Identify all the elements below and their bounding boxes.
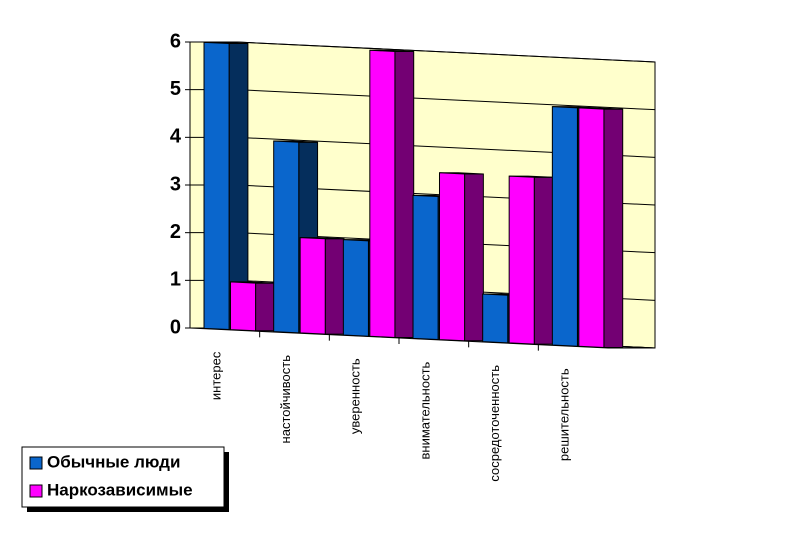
bar-front bbox=[369, 49, 396, 338]
bar-front bbox=[229, 281, 257, 332]
bar-front bbox=[578, 107, 605, 348]
y-tick-label: 0 bbox=[170, 316, 181, 338]
legend-label: Наркозависимые bbox=[47, 480, 193, 499]
legend-swatch bbox=[29, 484, 43, 498]
bar bbox=[438, 172, 484, 342]
bar-side bbox=[324, 238, 345, 335]
bar-front bbox=[551, 106, 578, 347]
bar bbox=[369, 49, 415, 338]
legend-label: Обычные люди bbox=[47, 452, 180, 471]
x-tick-label: сосредоточенность bbox=[487, 365, 502, 482]
bar-side bbox=[603, 108, 624, 348]
bar-front bbox=[299, 237, 326, 335]
bar-side bbox=[533, 176, 554, 345]
bar bbox=[508, 175, 554, 345]
bar-front bbox=[508, 175, 535, 345]
y-tick-label: 5 bbox=[170, 78, 181, 100]
y-tick-label: 4 bbox=[170, 126, 182, 148]
x-tick-label: настойчивость bbox=[278, 355, 293, 444]
bar-front bbox=[203, 41, 230, 331]
bar-front bbox=[273, 140, 300, 334]
y-tick-label: 6 bbox=[170, 30, 181, 52]
bar-front bbox=[438, 172, 466, 342]
bar-front bbox=[482, 293, 509, 344]
x-tick-label: уверенность bbox=[348, 358, 363, 434]
bar-front bbox=[342, 239, 369, 337]
x-tick-label: внимательность bbox=[417, 361, 432, 459]
legend-swatch bbox=[29, 456, 43, 470]
x-tick-label: решительность bbox=[557, 368, 572, 461]
bar-side bbox=[255, 282, 275, 332]
y-tick-label: 3 bbox=[170, 173, 181, 195]
bar-front bbox=[412, 194, 439, 341]
bar bbox=[299, 237, 345, 335]
x-tick-label: интерес bbox=[208, 351, 223, 400]
legend bbox=[21, 446, 225, 508]
y-tick-label: 2 bbox=[170, 221, 181, 243]
y-tick-label: 1 bbox=[170, 269, 181, 291]
bar bbox=[578, 107, 624, 348]
bar-side bbox=[464, 173, 484, 342]
bar bbox=[229, 281, 275, 332]
bar-side bbox=[394, 50, 415, 338]
